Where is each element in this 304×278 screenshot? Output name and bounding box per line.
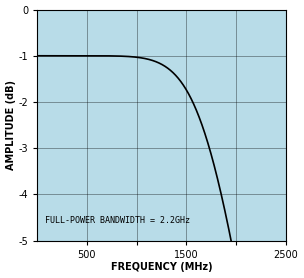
X-axis label: FREQUENCY (MHz): FREQUENCY (MHz) xyxy=(111,262,212,272)
Text: FULL-POWER BANDWIDTH = 2.2GHz: FULL-POWER BANDWIDTH = 2.2GHz xyxy=(45,216,190,225)
Y-axis label: AMPLITUDE (dB): AMPLITUDE (dB) xyxy=(5,80,16,170)
